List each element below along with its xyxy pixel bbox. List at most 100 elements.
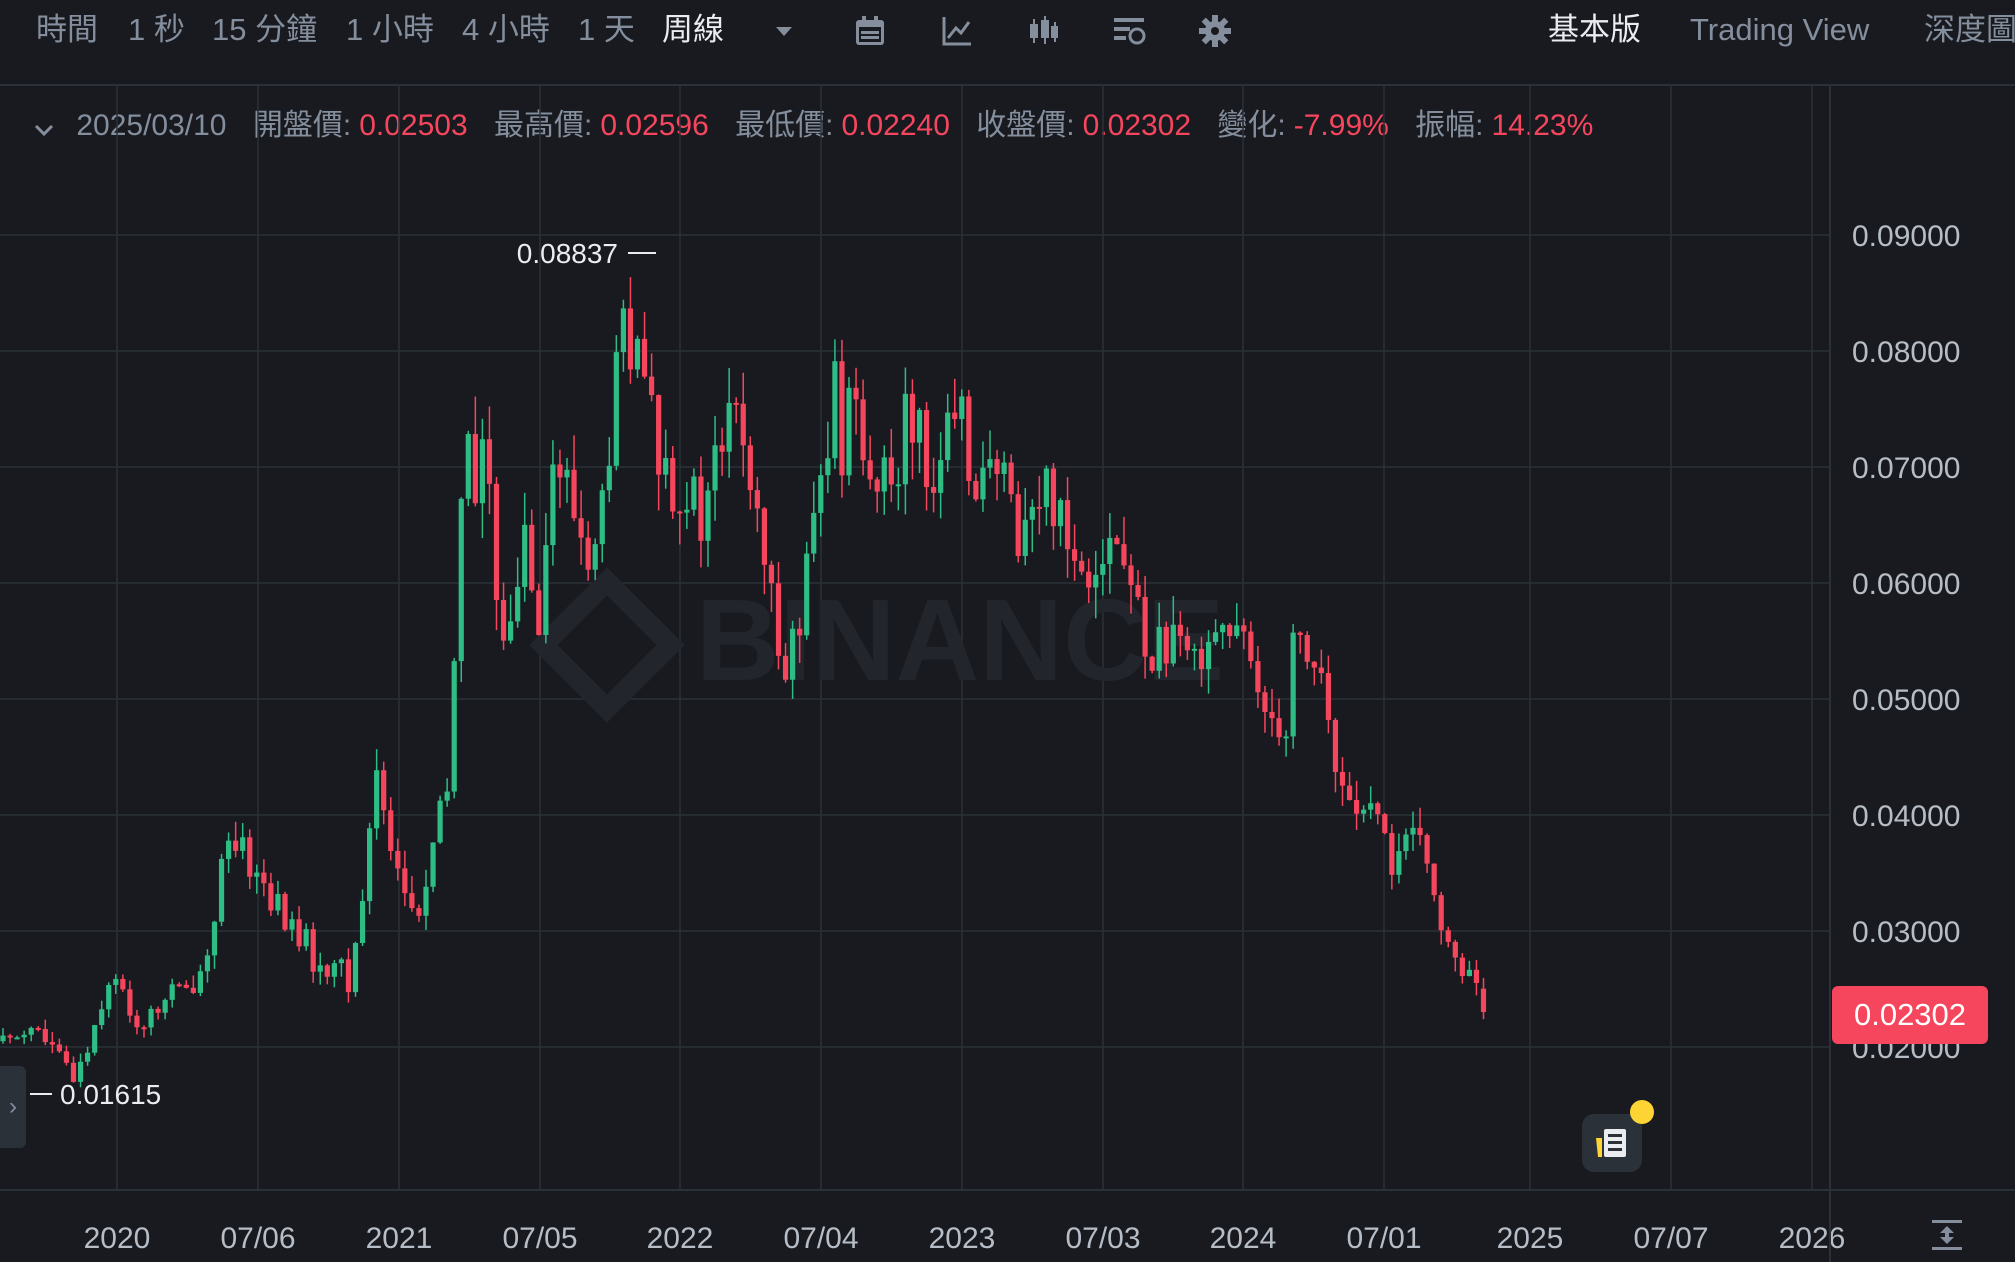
candle[interactable]: [1361, 805, 1367, 823]
interval-1d[interactable]: 1 天: [578, 12, 635, 47]
candle[interactable]: [430, 842, 436, 893]
candle[interactable]: [42, 1019, 48, 1046]
candle[interactable]: [1191, 643, 1198, 671]
candle[interactable]: [966, 389, 972, 496]
candle[interactable]: [1227, 623, 1233, 648]
candle[interactable]: [148, 1005, 154, 1036]
candle[interactable]: [268, 872, 274, 917]
candle[interactable]: [627, 277, 634, 384]
interval-1h[interactable]: 1 小時: [346, 12, 434, 47]
candle[interactable]: [1262, 685, 1268, 733]
candle[interactable]: [782, 643, 789, 683]
candle[interactable]: [338, 957, 344, 977]
candle[interactable]: [522, 492, 528, 602]
candle[interactable]: [409, 876, 415, 912]
candle[interactable]: [846, 376, 852, 486]
candle[interactable]: [444, 778, 450, 807]
candle[interactable]: [740, 372, 746, 477]
candle[interactable]: [1452, 939, 1458, 972]
candle[interactable]: [92, 1024, 98, 1056]
candle[interactable]: [423, 869, 429, 930]
candle[interactable]: [1473, 960, 1480, 996]
candle[interactable]: [1325, 655, 1331, 734]
candle[interactable]: [902, 367, 908, 515]
candle[interactable]: [479, 418, 485, 539]
interval-15m[interactable]: 15 分鐘: [212, 12, 318, 47]
candle[interactable]: [77, 1053, 84, 1088]
candle[interactable]: [1269, 688, 1275, 737]
candle[interactable]: [1107, 513, 1113, 594]
candle[interactable]: [437, 795, 443, 844]
candle[interactable]: [698, 456, 704, 568]
candle[interactable]: [804, 541, 810, 640]
candle[interactable]: [663, 429, 669, 489]
view-tradingview[interactable]: Trading View: [1690, 12, 1870, 47]
candle[interactable]: [56, 1038, 62, 1054]
candle[interactable]: [839, 339, 845, 498]
candle[interactable]: [543, 513, 549, 644]
candle[interactable]: [352, 941, 359, 997]
candle[interactable]: [1029, 499, 1035, 553]
candle[interactable]: [190, 975, 196, 995]
candle[interactable]: [388, 797, 394, 861]
candle[interactable]: [1184, 627, 1190, 660]
candle[interactable]: [1438, 891, 1444, 945]
candle[interactable]: [959, 389, 965, 441]
view-depth[interactable]: 深度圖: [1924, 12, 2015, 47]
candle[interactable]: [218, 853, 225, 927]
candle[interactable]: [825, 421, 831, 494]
candle[interactable]: [395, 838, 401, 881]
candle[interactable]: [649, 353, 655, 402]
candle[interactable]: [1311, 660, 1317, 686]
candle[interactable]: [317, 952, 323, 985]
indicators-icon[interactable]: [1112, 14, 1146, 48]
candle[interactable]: [641, 311, 648, 379]
candle[interactable]: [1368, 786, 1374, 820]
candle[interactable]: [113, 974, 119, 994]
candle[interactable]: [719, 427, 725, 477]
candle[interactable]: [578, 490, 584, 565]
candle[interactable]: [141, 1025, 147, 1038]
candle[interactable]: [980, 441, 986, 512]
candle[interactable]: [761, 507, 767, 595]
candle[interactable]: [620, 299, 626, 372]
candle[interactable]: [1276, 698, 1282, 746]
candle[interactable]: [162, 998, 168, 1020]
candle[interactable]: [120, 974, 126, 992]
candle[interactable]: [684, 482, 690, 529]
candle[interactable]: [7, 1033, 13, 1044]
candle[interactable]: [571, 435, 577, 522]
candle[interactable]: [134, 1009, 140, 1035]
candle[interactable]: [1346, 771, 1353, 801]
candle[interactable]: [1339, 757, 1346, 806]
candle[interactable]: [705, 482, 711, 567]
candle[interactable]: [1213, 619, 1219, 646]
candle[interactable]: [169, 978, 175, 1008]
candle[interactable]: [1389, 824, 1395, 890]
candle[interactable]: [1198, 636, 1205, 687]
candle[interactable]: [832, 339, 838, 469]
candle[interactable]: [1354, 780, 1360, 830]
chevron-down-icon[interactable]: [767, 14, 801, 48]
candle[interactable]: [296, 906, 302, 952]
candle[interactable]: [310, 922, 316, 983]
candle[interactable]: [240, 823, 246, 860]
view-basic[interactable]: 基本版: [1548, 12, 1641, 47]
candle[interactable]: [486, 406, 493, 515]
candle[interactable]: [374, 749, 380, 840]
candle[interactable]: [1079, 551, 1085, 576]
candle[interactable]: [888, 428, 894, 503]
candle[interactable]: [557, 449, 563, 508]
candle[interactable]: [1431, 863, 1437, 902]
candle[interactable]: [1445, 926, 1451, 948]
candle[interactable]: [1149, 655, 1155, 674]
candle[interactable]: [1135, 569, 1141, 601]
candle[interactable]: [416, 904, 422, 922]
candle[interactable]: [247, 829, 253, 890]
candle[interactable]: [1375, 801, 1381, 825]
candle[interactable]: [1466, 960, 1472, 977]
candle[interactable]: [1318, 649, 1324, 684]
candle[interactable]: [811, 481, 817, 563]
candle[interactable]: [49, 1032, 55, 1054]
